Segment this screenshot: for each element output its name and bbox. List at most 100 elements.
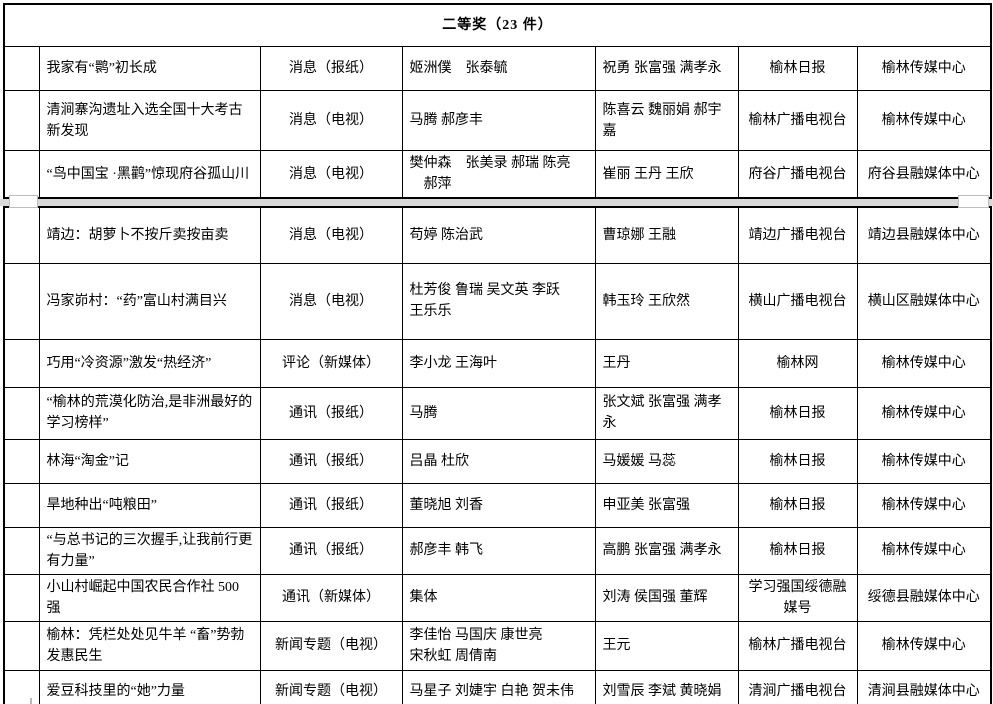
cell-authors: 董晓旭 刘香 bbox=[401, 482, 596, 528]
cell-organization: 清涧广播电视台 bbox=[737, 669, 858, 704]
cell-editors: 刘雪辰 李斌 黄晓娟 bbox=[594, 669, 739, 704]
cell-editors: 张文斌 张富强 满孝永 bbox=[594, 386, 739, 440]
cell-authors: 郝彦丰 韩飞 bbox=[401, 526, 596, 575]
cell-title: “榆林的荒漠化防治,是非洲最好的学习榜样” bbox=[38, 386, 261, 440]
cell-editors: 曹琼娜 王融 bbox=[594, 206, 739, 264]
cell-center: 靖边县融媒体中心 bbox=[856, 206, 992, 264]
cell-editors: 马媛媛 马蕊 bbox=[594, 438, 739, 484]
cell-category: 消息（电视） bbox=[259, 150, 403, 199]
cell-editors: 王元 bbox=[594, 620, 739, 671]
cell-organization: 横山广播电视台 bbox=[737, 262, 858, 340]
cell-organization: 学习强国绥德融媒号 bbox=[737, 573, 858, 622]
cell-authors: 杜芳俊 鲁瑞 吴文英 李跃 王乐乐 bbox=[401, 262, 596, 340]
cell-title: “鸟中国宝 ·黑鹳”惊现府谷孤山川 bbox=[38, 150, 261, 199]
table-row: “榆林的荒漠化防治,是非洲最好的学习榜样” 通讯（报纸） 马腾 张文斌 张富强 满孝永… bbox=[3, 386, 992, 440]
cell-index bbox=[3, 669, 40, 704]
cell-index bbox=[3, 206, 40, 264]
table-row: 林海“淘金”记 通讯（报纸） 吕晶 杜欣 马媛媛 马蕊 榆林日报 榆林传媒中心 bbox=[3, 438, 992, 484]
cell-category: 评论（新媒体） bbox=[259, 338, 403, 388]
cell-index bbox=[3, 482, 40, 528]
award-table-bottom: 靖边：胡萝卜不按斤卖按亩卖 消息（电视） 苟婷 陈治武 曹琼娜 王融 靖边广播电视台 靖边… bbox=[3, 206, 992, 704]
cell-authors: 李佳怡 马国庆 康世亮 宋秋虹 周倩南 bbox=[401, 620, 596, 671]
cell-authors: 马星子 刘婕宇 白艳 贺未伟 bbox=[401, 669, 596, 704]
cell-index bbox=[3, 90, 40, 151]
cell-organization: 靖边广播电视台 bbox=[737, 206, 858, 264]
cell-organization: 榆林日报 bbox=[737, 46, 858, 91]
title-row: 二等奖（23 件） bbox=[3, 3, 992, 47]
page-break-band bbox=[0, 195, 993, 208]
cell-index bbox=[3, 526, 40, 575]
cell-title: 榆林：凭栏处处见牛羊 “畜”势勃发惠民生 bbox=[38, 620, 261, 671]
award-table-top: 二等奖（23 件） 我家有“鹮”初长成 消息（报纸） 姬洲僕 张泰毓 祝勇 张富强 满… bbox=[3, 3, 993, 199]
cell-category: 通讯（报纸） bbox=[259, 482, 403, 528]
cell-authors: 集体 bbox=[401, 573, 596, 622]
cell-index bbox=[3, 573, 40, 622]
cell-editors: 祝勇 张富强 满孝永 bbox=[594, 46, 739, 91]
cell-category: 通讯（新媒体） bbox=[259, 573, 403, 622]
cell-organization: 榆林网 bbox=[737, 338, 858, 388]
cell-center: 府谷县融媒体中心 bbox=[856, 150, 992, 199]
table-row: “鸟中国宝 ·黑鹳”惊现府谷孤山川 消息（电视） 樊仲森 张美录 郝瑞 陈亮 郝萍崔… bbox=[3, 150, 992, 199]
table-resize-handle-right bbox=[958, 195, 989, 208]
cell-index bbox=[3, 438, 40, 484]
cell-authors: 李小龙 王海叶 bbox=[401, 338, 596, 388]
cell-editors: 申亚美 张富强 bbox=[594, 482, 739, 528]
cell-category: 通讯（报纸） bbox=[259, 386, 403, 440]
table-row: 小山村崛起中国农民合作社 500 强通讯（新媒体） 集体 刘涛 侯国强 董辉 学习强国… bbox=[3, 573, 992, 622]
cell-editors: 陈喜云 魏丽娟 郝宇嘉 bbox=[594, 90, 739, 151]
cell-center: 绥德县融媒体中心 bbox=[856, 573, 992, 622]
cell-organization: 榆林日报 bbox=[737, 526, 858, 575]
table-row: 靖边：胡萝卜不按斤卖按亩卖 消息（电视） 苟婷 陈治武 曹琼娜 王融 靖边广播电视台 靖边… bbox=[3, 206, 992, 264]
cell-organization: 府谷广播电视台 bbox=[737, 150, 858, 199]
cell-organization: 榆林日报 bbox=[737, 482, 858, 528]
cell-center: 榆林传媒中心 bbox=[856, 526, 992, 575]
cell-organization: 榆林广播电视台 bbox=[737, 620, 858, 671]
cell-title: 我家有“鹮”初长成 bbox=[38, 46, 261, 91]
cell-editors: 高鹏 张富强 满孝永 bbox=[594, 526, 739, 575]
cell-title: 旱地种出“吨粮田” bbox=[38, 482, 261, 528]
cell-index bbox=[3, 386, 40, 440]
cell-title: 靖边：胡萝卜不按斤卖按亩卖 bbox=[38, 206, 261, 264]
table-row: 巧用“冷资源”激发“热经济” 评论（新媒体） 李小龙 王海叶 王丹 榆林网 榆林传媒中心 bbox=[3, 338, 992, 388]
cell-center: 榆林传媒中心 bbox=[856, 46, 992, 91]
cell-index bbox=[3, 150, 40, 199]
cell-center: 榆林传媒中心 bbox=[856, 482, 992, 528]
cell-center: 横山区融媒体中心 bbox=[856, 262, 992, 340]
cell-center: 清涧县融媒体中心 bbox=[856, 669, 992, 704]
cell-organization: 榆林日报 bbox=[737, 438, 858, 484]
cell-center: 榆林传媒中心 bbox=[856, 620, 992, 671]
cell-organization: 榆林广播电视台 bbox=[737, 90, 858, 151]
cell-category: 通讯（报纸） bbox=[259, 438, 403, 484]
cell-center: 榆林传媒中心 bbox=[856, 386, 992, 440]
cell-category: 消息（报纸） bbox=[259, 46, 403, 91]
cell-authors: 吕晶 杜欣 bbox=[401, 438, 596, 484]
table-row: 爱豆科技里的“她”力量 新闻专题（电视） 马星子 刘婕宇 白艳 贺未伟 刘雪辰 李斌 … bbox=[3, 669, 992, 704]
cell-editors: 刘涛 侯国强 董辉 bbox=[594, 573, 739, 622]
cell-category: 新闻专题（电视） bbox=[259, 620, 403, 671]
cell-title: 林海“淘金”记 bbox=[38, 438, 261, 484]
cell-title: 小山村崛起中国农民合作社 500 强 bbox=[38, 573, 261, 622]
cell-center: 榆林传媒中心 bbox=[856, 338, 992, 388]
cell-authors: 樊仲森 张美录 郝瑞 陈亮 郝萍 bbox=[401, 150, 596, 199]
cell-index bbox=[3, 620, 40, 671]
page-title: 二等奖（23 件） bbox=[3, 3, 992, 47]
table-row: 冯家峁村：“药”富山村满目兴 消息（电视） 杜芳俊 鲁瑞 吴文英 李跃 王乐乐 韩玉玲… bbox=[3, 262, 992, 340]
page-margin-tick bbox=[30, 698, 32, 704]
cell-authors: 姬洲僕 张泰毓 bbox=[401, 46, 596, 91]
cell-category: 消息（电视） bbox=[259, 90, 403, 151]
cell-title: 爱豆科技里的“她”力量 bbox=[38, 669, 261, 704]
cell-category: 消息（电视） bbox=[259, 262, 403, 340]
cell-title: 清涧寨沟遗址入选全国十大考古新发现 bbox=[38, 90, 261, 151]
cell-category: 通讯（报纸） bbox=[259, 526, 403, 575]
cell-index bbox=[3, 46, 40, 91]
cell-authors: 马腾 郝彦丰 bbox=[401, 90, 596, 151]
cell-center: 榆林传媒中心 bbox=[856, 438, 992, 484]
table-row: “与总书记的三次握手,让我前行更有力量” 通讯（报纸） 郝彦丰 韩飞 高鹏 张富强 满… bbox=[3, 526, 992, 575]
table-row: 我家有“鹮”初长成 消息（报纸） 姬洲僕 张泰毓 祝勇 张富强 满孝永 榆林日报 榆林传媒… bbox=[3, 46, 992, 91]
cell-title: 冯家峁村：“药”富山村满目兴 bbox=[38, 262, 261, 340]
cell-authors: 马腾 bbox=[401, 386, 596, 440]
cell-index bbox=[3, 262, 40, 340]
cell-title: 巧用“冷资源”激发“热经济” bbox=[38, 338, 261, 388]
cell-authors: 苟婷 陈治武 bbox=[401, 206, 596, 264]
